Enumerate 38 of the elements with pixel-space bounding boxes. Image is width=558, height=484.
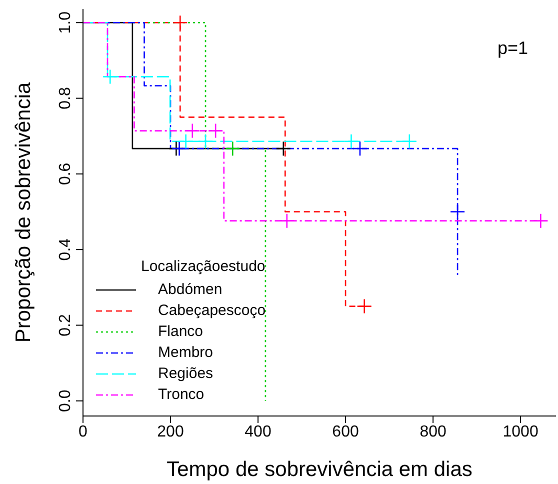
legend-title: Localizaçãoestudo [141, 258, 266, 275]
point [279, 213, 295, 228]
x-tick-label: 800 [420, 423, 446, 440]
annotation: p=1 [497, 38, 528, 59]
y-tick-label: 0.0 [57, 390, 74, 412]
y-tick-label: 0.2 [57, 314, 74, 336]
legend-label: Tronco [158, 386, 204, 403]
y-tick-label: 1.0 [57, 11, 74, 34]
x-tick-label: 1000 [502, 423, 538, 440]
legend-label: Regiões [158, 365, 214, 382]
point [402, 134, 418, 150]
point [172, 14, 188, 30]
point [208, 123, 224, 138]
point [198, 134, 214, 150]
point [224, 140, 240, 156]
x-tick-label: 600 [332, 423, 359, 440]
x-tick-label: 400 [244, 423, 272, 440]
legend-label: Flanco [158, 323, 204, 340]
point [172, 140, 187, 156]
x-axis-title: Tempo de sobrevivência em dias [166, 458, 472, 481]
point [276, 140, 292, 156]
point [178, 134, 194, 150]
x-tick-label: 0 [78, 423, 88, 440]
legend-label: Cabeçapescoço [158, 302, 266, 319]
y-tick-label: 0.6 [57, 162, 74, 186]
point [344, 134, 359, 150]
point [352, 140, 368, 156]
legend-label: Membro [158, 344, 214, 361]
y-axis-title: Proporção de sobrevivência [12, 82, 35, 343]
y-tick-label: 0.8 [57, 87, 74, 110]
legend-label: Abdómen [158, 281, 222, 298]
point [533, 213, 548, 228]
y-tick-label: 0.4 [57, 238, 74, 261]
point [356, 298, 372, 314]
x-tick-label: 200 [157, 423, 184, 440]
point [184, 123, 200, 138]
point [102, 69, 118, 84]
point [450, 204, 466, 220]
